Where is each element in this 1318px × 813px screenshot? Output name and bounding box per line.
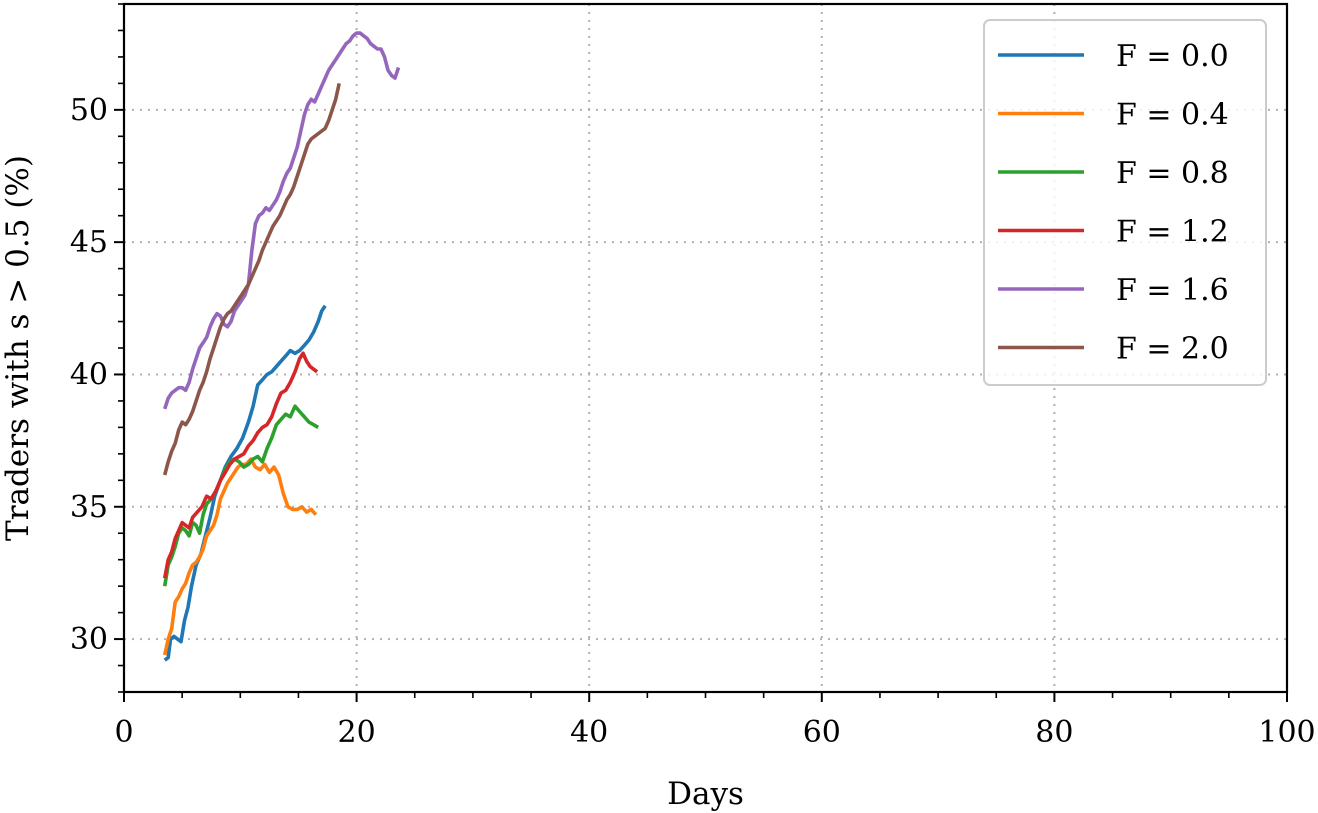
y-tick-label: 30 [70, 622, 108, 657]
legend: F = 0.0 F = 0.4 F = 0.8 F = 1.2 F = 1.6 F = 2… [983, 19, 1267, 386]
y-tick-label: 45 [70, 225, 108, 260]
series-line-5 [162, 83, 341, 476]
x-tick-label: 80 [1035, 715, 1073, 750]
series-line-1 [162, 457, 318, 656]
legend-label-3: F = 1.2 [1116, 215, 1229, 250]
legend-label-1: F = 0.4 [1116, 98, 1229, 133]
legend-label-4: F = 1.6 [1116, 273, 1229, 308]
series-lines [162, 31, 401, 662]
legend-label-2: F = 0.8 [1116, 156, 1229, 191]
x-tick-label: 20 [338, 715, 376, 750]
y-tick-label: 35 [70, 490, 108, 525]
y-axis-label: Traders with s > 0.5 (%) [0, 155, 36, 541]
legend-label-0: F = 0.0 [1116, 39, 1229, 74]
x-axis-label: Days [667, 776, 744, 812]
axis-ticks [114, 3, 1288, 702]
x-tick-label: 60 [803, 715, 841, 750]
y-tick-label: 50 [70, 93, 108, 128]
tick-labels: 0 20 40 60 80 100 30 35 40 45 50 [70, 93, 1316, 750]
x-tick-label: 100 [1258, 715, 1315, 750]
x-tick-label: 0 [114, 715, 133, 750]
series-line-2 [162, 404, 320, 587]
series-line-0 [163, 304, 327, 662]
legend-label-5: F = 2.0 [1116, 332, 1229, 367]
x-tick-label: 40 [570, 715, 608, 750]
legend-box [983, 19, 1267, 386]
y-tick-label: 40 [70, 357, 108, 392]
series-line-3 [162, 351, 319, 579]
series-line-4 [162, 31, 401, 410]
